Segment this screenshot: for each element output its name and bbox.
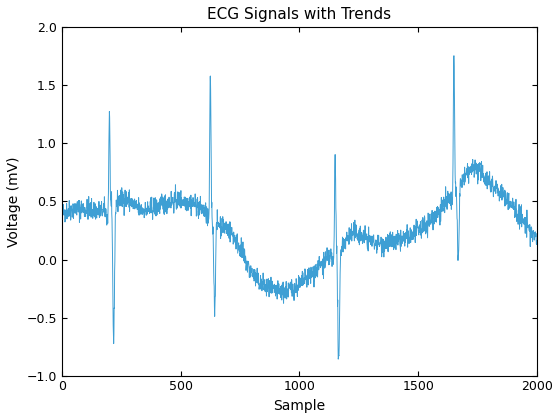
Y-axis label: Voltage (mV): Voltage (mV) [7, 156, 21, 247]
X-axis label: Sample: Sample [273, 399, 325, 413]
Title: ECG Signals with Trends: ECG Signals with Trends [207, 7, 391, 22]
